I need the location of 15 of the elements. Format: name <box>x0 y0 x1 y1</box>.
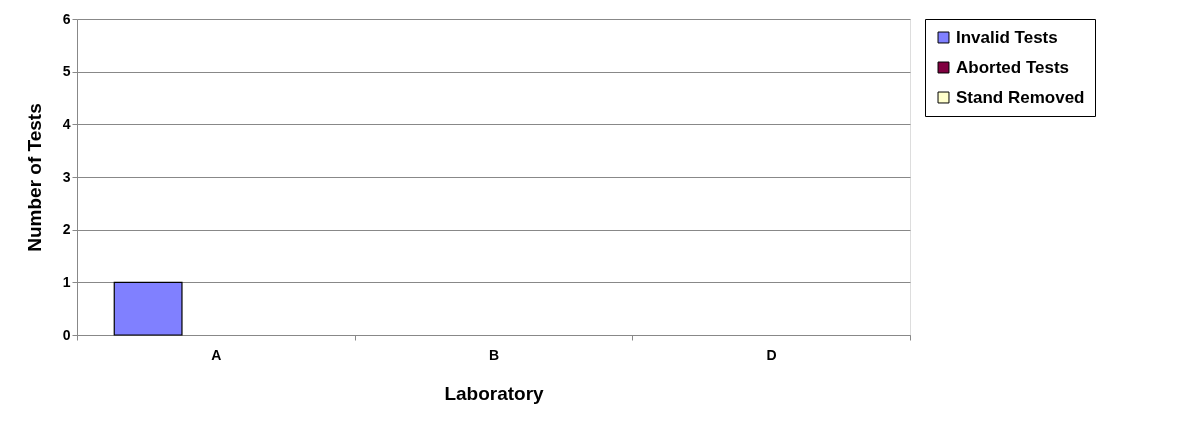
y-tick-label: 1 <box>62 273 71 290</box>
y-axis-title: Number of Tests <box>23 103 45 252</box>
y-tick-label: 4 <box>62 115 71 132</box>
x-tick-label: D <box>766 346 777 363</box>
x-tick-label: B <box>488 346 500 363</box>
legend-label: Stand Removed <box>956 87 1085 107</box>
y-tick-label: 3 <box>62 168 71 185</box>
x-tick-label: A <box>211 346 222 363</box>
y-tick-label: 2 <box>62 221 71 238</box>
legend-label: Aborted Tests <box>956 57 1070 77</box>
y-tick-label: 5 <box>62 63 71 80</box>
y-tick-label: 6 <box>62 10 71 27</box>
legend-label: Invalid Tests <box>956 27 1058 47</box>
y-tick-label: 0 <box>62 326 71 343</box>
x-axis-title: Laboratory <box>444 382 545 404</box>
